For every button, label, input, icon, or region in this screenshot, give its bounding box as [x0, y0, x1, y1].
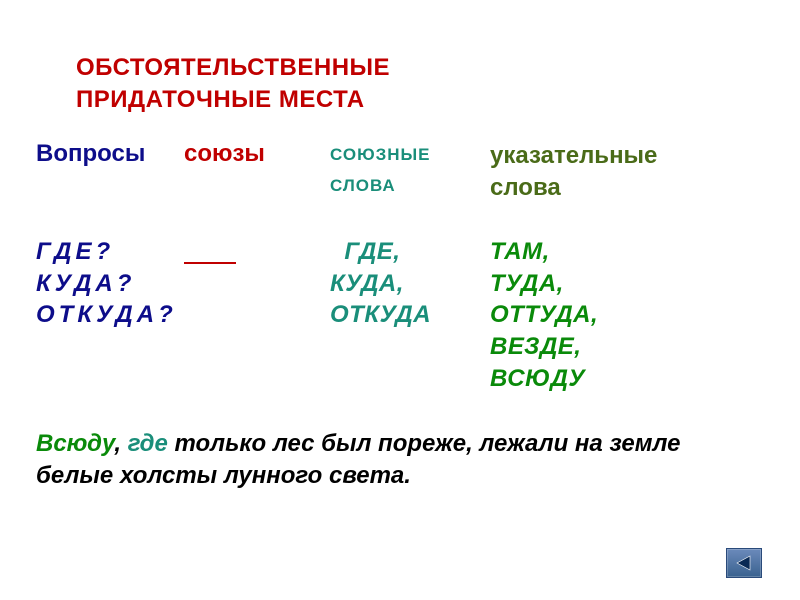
header-demonstrative-words: указательные слова	[490, 140, 764, 205]
conj-item: ГДЕ,	[330, 236, 490, 268]
demon-item: ТАМ,	[490, 236, 764, 268]
conj-item: ОТКУДА	[330, 299, 490, 331]
column-soyuzy	[184, 236, 330, 273]
question-item: ОТКУДА?	[36, 299, 184, 331]
question-item: КУДА?	[36, 268, 184, 300]
demon-item: ВСЮДУ	[490, 363, 764, 395]
column-conjunctive-words: ГДЕ, КУДА, ОТКУДА	[330, 236, 490, 331]
example-sentence: Всюду, где только лес был пореже, лежали…	[36, 428, 764, 492]
example-word-vsudu: Всюду	[36, 430, 114, 457]
question-item: ГДЕ?	[36, 236, 184, 268]
demon-item: ОТТУДА,	[490, 299, 764, 331]
slide: ОБСТОЯТЕЛЬСТВЕННЫЕ ПРИДАТОЧНЫЕ МЕСТА Воп…	[0, 0, 800, 600]
conj-item: КУДА,	[330, 268, 490, 300]
demon-item: ВЕЗДЕ,	[490, 331, 764, 363]
header-questions: Вопросы	[36, 140, 184, 168]
demon-item: ТУДА,	[490, 268, 764, 300]
title-line1: ОБСТОЯТЕЛЬСТВЕННЫЕ	[76, 54, 390, 81]
nav-back-button[interactable]	[726, 548, 762, 578]
column-questions: ГДЕ? КУДА? ОТКУДА?	[36, 236, 184, 331]
title-line2: ПРИДАТОЧНЫЕ МЕСТА	[76, 86, 365, 113]
content-columns: ГДЕ? КУДА? ОТКУДА? ГДЕ, КУДА, ОТКУДА ТАМ…	[36, 236, 764, 394]
header-conj-line1: СОЮЗНЫЕ	[330, 145, 431, 164]
column-headers: Вопросы союзы СОЮЗНЫЕ СЛОВА указательные…	[36, 140, 764, 205]
empty-dash	[184, 262, 236, 264]
header-soyuzy: союзы	[184, 140, 330, 168]
triangle-left-icon	[735, 555, 753, 571]
example-comma: ,	[114, 430, 127, 457]
header-conjunctive-words: СОЮЗНЫЕ СЛОВА	[330, 140, 490, 201]
slide-title: ОБСТОЯТЕЛЬСТВЕННЫЕ ПРИДАТОЧНЫЕ МЕСТА	[76, 52, 390, 117]
header-demon-line1: указательные	[490, 142, 657, 169]
header-demon-line2: слова	[490, 174, 561, 201]
column-demonstrative-words: ТАМ, ТУДА, ОТТУДА, ВЕЗДЕ, ВСЮДУ	[490, 236, 764, 394]
header-conj-line2: СЛОВА	[330, 176, 396, 195]
example-word-gde: где	[128, 430, 168, 457]
